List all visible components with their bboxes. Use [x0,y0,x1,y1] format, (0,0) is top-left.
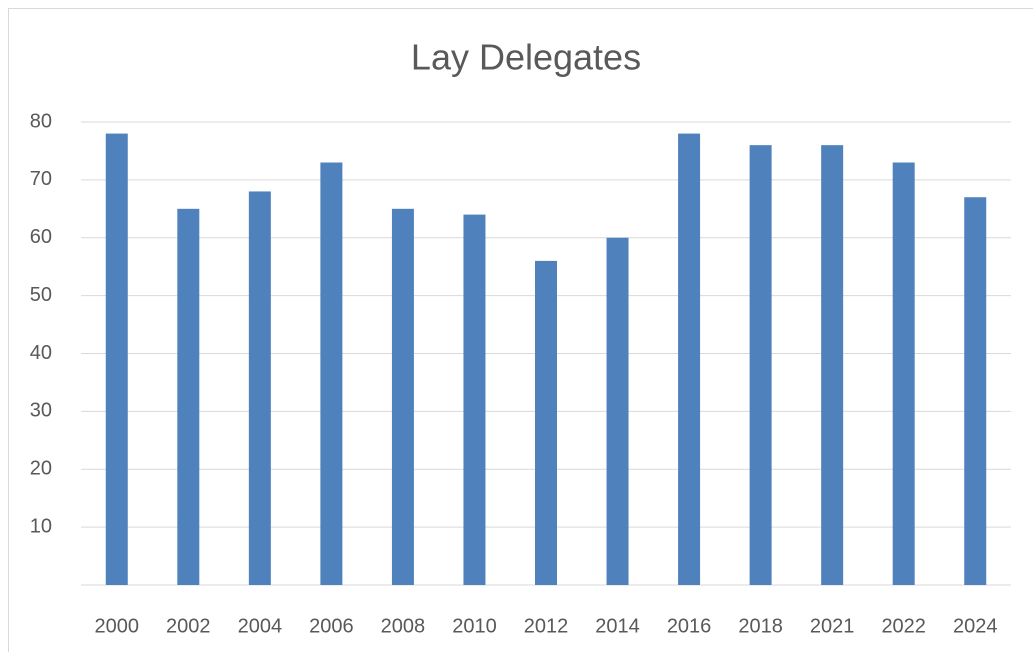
chart-frame [8,8,1033,652]
x-tick-label: 2024 [953,615,998,637]
x-tick-label: 2006 [309,615,354,637]
y-tick-label: 80 [30,110,52,132]
bar [177,208,200,585]
bar [964,197,987,586]
y-tick-label: 40 [30,342,52,364]
x-tick-label: 2004 [238,615,283,637]
y-tick-label: 30 [30,400,52,422]
x-tick-label: 2008 [381,615,426,637]
bar [821,145,844,585]
bar [678,133,701,585]
x-tick-label: 2016 [667,615,712,637]
bar [105,133,128,585]
bar [535,260,557,585]
x-tick-label: 2021 [810,615,855,637]
chart-title: Lay Delegates [411,37,641,78]
x-tick-label: 2010 [452,615,497,637]
y-tick-label: 60 [30,226,52,248]
y-tick-label: 70 [30,168,52,190]
x-tick-label: 2022 [881,615,926,637]
x-tick-label: 2018 [738,615,783,637]
bar [749,145,772,585]
bar [320,162,343,585]
bar [892,162,915,585]
y-tick-label: 50 [30,284,52,306]
y-tick-label: 10 [30,515,52,537]
bar [463,214,486,585]
y-tick-label: 20 [30,458,52,480]
x-tick-label: 2000 [95,615,140,637]
bar [391,208,414,585]
x-tick-label: 2002 [166,615,211,637]
bar [606,237,629,585]
bar [248,191,271,585]
x-tick-label: 2012 [524,615,569,637]
x-tick-label: 2014 [595,615,640,637]
